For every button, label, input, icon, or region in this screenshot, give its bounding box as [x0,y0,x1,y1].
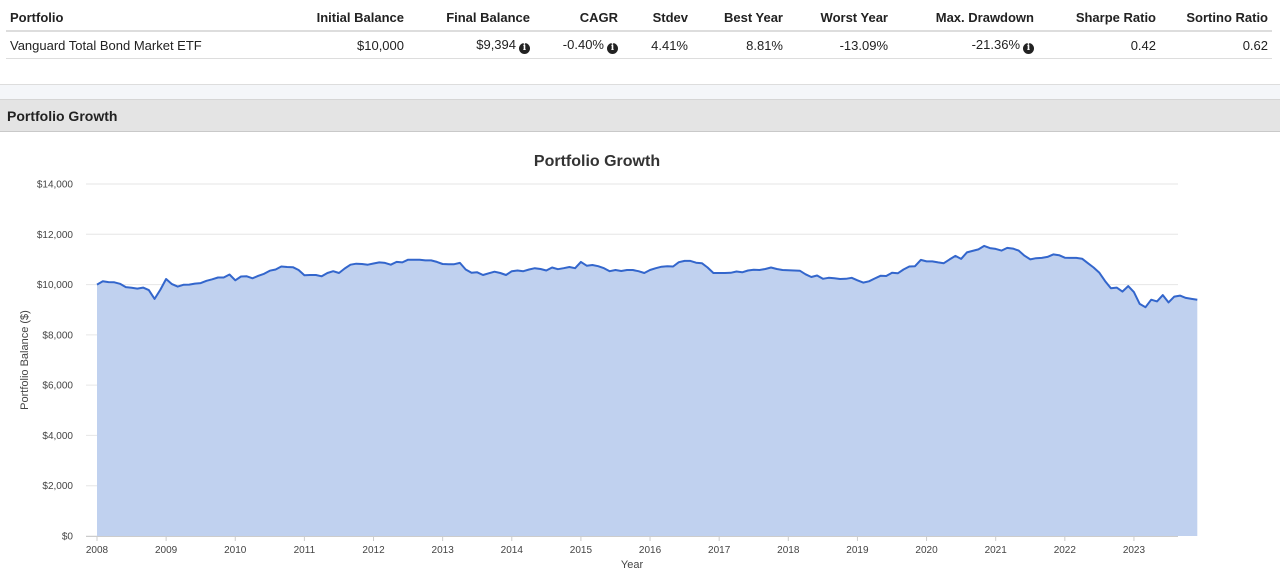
x-tick-label: 2017 [708,545,731,556]
x-tick-label: 2011 [294,545,316,556]
sortino-ratio: 0.62 [1160,31,1272,59]
x-tick-label: 2023 [1123,545,1146,556]
metrics-header-row: Portfolio Initial Balance Final Balance … [6,6,1272,32]
table-row: Vanguard Total Bond Market ETF $10,000 $… [6,31,1272,59]
stdev: 4.41% [622,31,692,59]
chart-title: Portfolio Growth [534,153,660,170]
col-max-drawdown: Max. Drawdown [892,6,1038,32]
y-tick-label: $12,000 [37,230,74,241]
y-axis-ticks: $0 $2,000 $4,000 $6,000 $8,000 $10,000 $12,000… [37,180,74,543]
series-line[interactable] [96,244,1198,309]
cagr: -0.40% [562,37,604,52]
col-sortino-ratio: Sortino Ratio [1160,6,1272,32]
x-tick-label: 2015 [570,545,593,556]
max-drawdown-cell: -21.36% i [892,31,1038,59]
x-tick-label: 2014 [501,545,524,556]
y-tick-label: $14,000 [37,180,74,191]
col-cagr: CAGR [534,6,622,32]
sharpe-ratio: 0.42 [1038,31,1160,59]
x-tick-label: 2019 [846,545,869,556]
col-worst-year: Worst Year [787,6,892,32]
y-tick-label: $6,000 [42,381,73,392]
x-tick-label: 2018 [777,545,800,556]
col-sharpe-ratio: Sharpe Ratio [1038,6,1160,32]
x-tick-label: 2009 [155,545,178,556]
x-tick-label: 2013 [432,545,455,556]
col-stdev: Stdev [622,6,692,32]
x-tick-label: 2008 [86,545,109,556]
portfolio-name: Vanguard Total Bond Market ETF [6,31,280,59]
x-tick-label: 2022 [1054,545,1077,556]
col-final-balance: Final Balance [408,6,534,32]
x-tick-label: 2020 [915,545,938,556]
metrics-table: Portfolio Initial Balance Final Balance … [6,6,1272,59]
area-fill [97,245,1198,536]
worst-year: -13.09% [787,31,892,59]
y-tick-label: $8,000 [42,330,73,341]
y-tick-label: $4,000 [42,431,73,442]
cagr-cell: -0.40% i [534,31,622,59]
portfolio-growth-chart[interactable]: Portfolio Growth $0 $2,000 $4,000 $6,000 $8,… [0,131,1280,575]
y-tick-label: $2,000 [42,481,73,492]
final-balance: $9,394 [476,37,516,52]
x-tick-label: 2021 [985,545,1008,556]
max-drawdown: -21.36% [971,37,1020,52]
y-tick-label: $0 [62,532,74,543]
x-tick-label: 2012 [362,545,385,556]
info-circle-icon[interactable]: i [607,43,618,54]
col-portfolio: Portfolio [6,6,280,32]
x-axis-label: Year [621,559,644,571]
initial-balance: $10,000 [280,31,408,59]
section-header: Portfolio Growth [0,99,1280,132]
best-year: 8.81% [692,31,787,59]
col-best-year: Best Year [692,6,787,32]
info-circle-icon[interactable]: i [519,43,530,54]
col-initial-balance: Initial Balance [280,6,408,32]
section-title: Portfolio Growth [7,108,118,124]
section-spacer [0,84,1280,100]
x-axis-ticks: 2008 2009 2010 2011 2012 2013 2014 2015 2016 2017… [86,536,1146,556]
y-tick-label: $10,000 [37,280,74,291]
x-tick-label: 2016 [639,545,662,556]
final-balance-cell: $9,394 i [408,31,534,59]
y-axis-label: Portfolio Balance ($) [19,310,31,410]
info-circle-icon[interactable]: i [1023,43,1034,54]
x-tick-label: 2010 [224,545,247,556]
